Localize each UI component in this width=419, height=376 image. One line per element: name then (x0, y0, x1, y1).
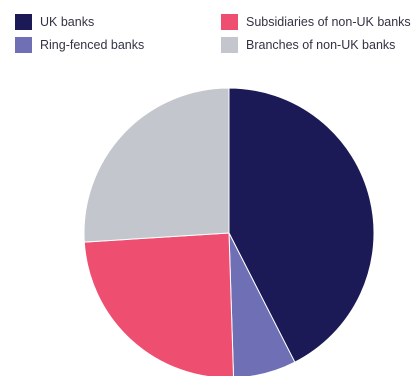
legend: UK banks Ring-fenced banks Subsidiaries … (0, 8, 419, 58)
legend-label-subsidiaries-of-non-uk-banks: Subsidiaries of non-UK banks (246, 15, 411, 29)
legend-item-subsidiaries-of-non-uk-banks: Subsidiaries of non-UK banks (221, 12, 411, 32)
legend-label-uk-banks: UK banks (40, 15, 95, 29)
pie-slice-branches-of-non-uk-banks (83, 87, 230, 243)
legend-item-ring-fenced-banks: Ring-fenced banks (15, 35, 144, 55)
legend-swatch-ring-fenced-banks (15, 37, 32, 53)
legend-label-ring-fenced-banks: Ring-fenced banks (40, 38, 145, 52)
legend-label-branches-of-non-uk-banks: Branches of non-UK banks (246, 38, 396, 52)
legend-swatch-subsidiaries-of-non-uk-banks (221, 14, 238, 30)
pie-slice-ring-fenced-banks (228, 232, 296, 376)
pie-slice-uk-banks (228, 87, 375, 363)
pie-slices (83, 87, 375, 376)
pie-slice-subsidiaries-of-non-uk-banks (83, 232, 234, 376)
legend-swatch-branches-of-non-uk-banks (221, 37, 238, 53)
legend-swatch-uk-banks (15, 14, 32, 30)
legend-item-uk-banks: UK banks (15, 12, 94, 32)
legend-item-branches-of-non-uk-banks: Branches of non-UK banks (221, 35, 395, 55)
